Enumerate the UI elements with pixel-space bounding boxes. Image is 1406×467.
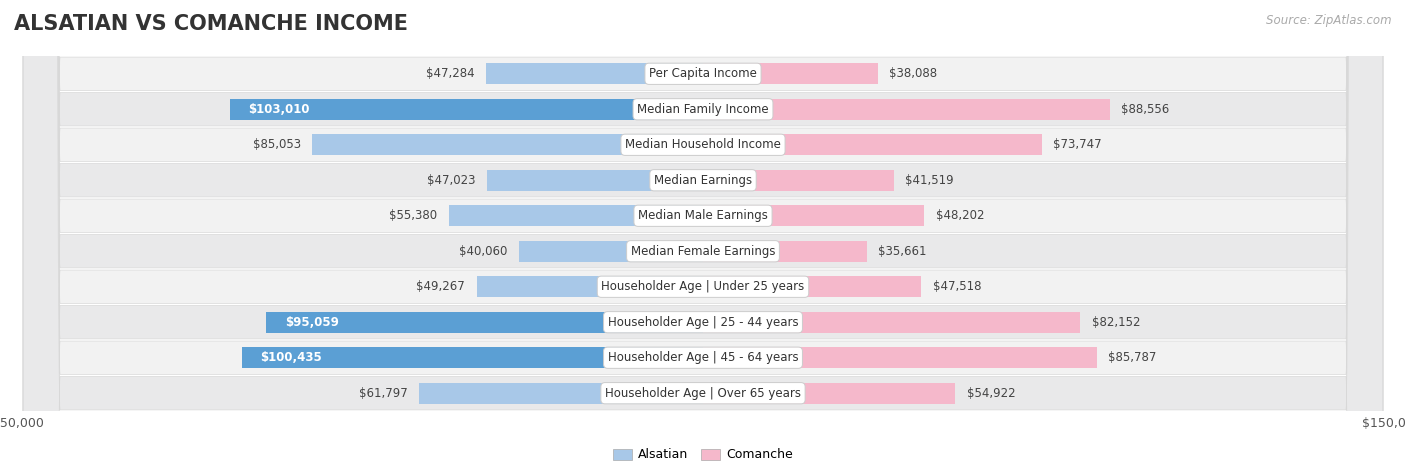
Bar bbox=[703, 382, 955, 404]
Text: Householder Age | Under 25 years: Householder Age | Under 25 years bbox=[602, 280, 804, 293]
Bar bbox=[703, 205, 924, 226]
Text: $54,922: $54,922 bbox=[967, 387, 1015, 400]
FancyBboxPatch shape bbox=[24, 0, 1382, 467]
Bar bbox=[486, 170, 703, 191]
Bar bbox=[486, 63, 703, 85]
Text: Householder Age | 25 - 44 years: Householder Age | 25 - 44 years bbox=[607, 316, 799, 329]
Text: $35,661: $35,661 bbox=[879, 245, 927, 258]
Bar bbox=[231, 99, 703, 120]
Text: $47,518: $47,518 bbox=[932, 280, 981, 293]
Text: $40,060: $40,060 bbox=[460, 245, 508, 258]
Text: Median Family Income: Median Family Income bbox=[637, 103, 769, 116]
Text: $103,010: $103,010 bbox=[249, 103, 309, 116]
Text: $55,380: $55,380 bbox=[389, 209, 437, 222]
Bar bbox=[242, 347, 703, 368]
Bar bbox=[703, 347, 1097, 368]
Bar bbox=[519, 241, 703, 262]
FancyBboxPatch shape bbox=[24, 0, 1382, 467]
Text: $100,435: $100,435 bbox=[260, 351, 322, 364]
FancyBboxPatch shape bbox=[24, 0, 1382, 467]
Bar bbox=[703, 99, 1109, 120]
FancyBboxPatch shape bbox=[24, 0, 1382, 467]
Text: ALSATIAN VS COMANCHE INCOME: ALSATIAN VS COMANCHE INCOME bbox=[14, 14, 408, 34]
FancyBboxPatch shape bbox=[24, 0, 1382, 467]
Text: Householder Age | Over 65 years: Householder Age | Over 65 years bbox=[605, 387, 801, 400]
Text: $82,152: $82,152 bbox=[1092, 316, 1140, 329]
Text: Median Household Income: Median Household Income bbox=[626, 138, 780, 151]
Bar bbox=[419, 382, 703, 404]
FancyBboxPatch shape bbox=[24, 0, 1382, 467]
Bar bbox=[703, 170, 894, 191]
Text: Median Male Earnings: Median Male Earnings bbox=[638, 209, 768, 222]
Text: Median Earnings: Median Earnings bbox=[654, 174, 752, 187]
Bar bbox=[703, 241, 866, 262]
Bar bbox=[703, 311, 1080, 333]
Bar bbox=[449, 205, 703, 226]
Text: $85,787: $85,787 bbox=[1108, 351, 1157, 364]
FancyBboxPatch shape bbox=[24, 0, 1382, 467]
Bar bbox=[266, 311, 703, 333]
Text: $61,797: $61,797 bbox=[359, 387, 408, 400]
FancyBboxPatch shape bbox=[24, 0, 1382, 467]
Text: $73,747: $73,747 bbox=[1053, 138, 1102, 151]
Text: $95,059: $95,059 bbox=[285, 316, 339, 329]
FancyBboxPatch shape bbox=[24, 0, 1382, 467]
Text: Householder Age | 45 - 64 years: Householder Age | 45 - 64 years bbox=[607, 351, 799, 364]
Bar bbox=[312, 134, 703, 156]
Text: $85,053: $85,053 bbox=[253, 138, 301, 151]
Text: $47,284: $47,284 bbox=[426, 67, 474, 80]
Bar bbox=[703, 63, 877, 85]
Text: $48,202: $48,202 bbox=[936, 209, 984, 222]
Bar bbox=[477, 276, 703, 297]
Text: $38,088: $38,088 bbox=[890, 67, 938, 80]
Text: $41,519: $41,519 bbox=[905, 174, 953, 187]
Bar bbox=[703, 134, 1042, 156]
Text: Per Capita Income: Per Capita Income bbox=[650, 67, 756, 80]
Bar bbox=[703, 276, 921, 297]
Text: $88,556: $88,556 bbox=[1121, 103, 1170, 116]
Text: $49,267: $49,267 bbox=[416, 280, 465, 293]
Text: Source: ZipAtlas.com: Source: ZipAtlas.com bbox=[1267, 14, 1392, 27]
Legend: Alsatian, Comanche: Alsatian, Comanche bbox=[613, 448, 793, 461]
Text: $47,023: $47,023 bbox=[427, 174, 475, 187]
Text: Median Female Earnings: Median Female Earnings bbox=[631, 245, 775, 258]
FancyBboxPatch shape bbox=[24, 0, 1382, 467]
